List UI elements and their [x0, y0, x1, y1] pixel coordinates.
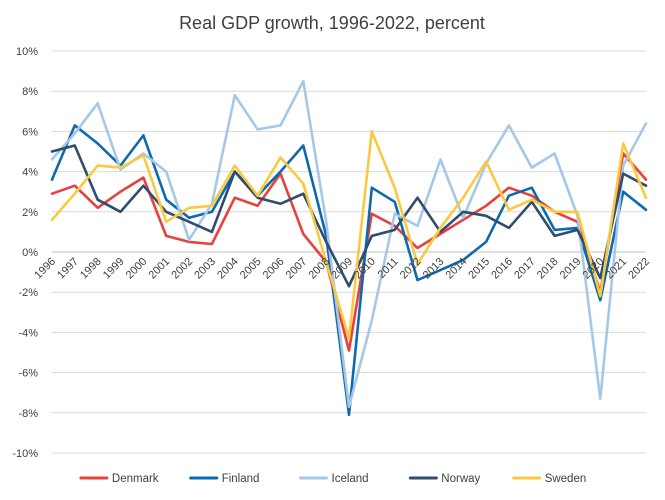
legend-label-finland: Finland — [222, 473, 260, 485]
x-tick-label: 2000 — [124, 256, 150, 282]
chart-title: Real GDP growth, 1996-2022, percent — [179, 13, 485, 33]
x-tick-label: 1999 — [101, 256, 127, 282]
x-tick-label: 1996 — [32, 256, 58, 282]
legend-label-denmark: Denmark — [112, 473, 159, 485]
x-tick-label: 2021 — [603, 256, 629, 282]
y-axis-ticks: -10% -8% -6% -4% -2% 0% 2% 4% 6% 8% 10% — [12, 46, 38, 460]
y-tick-label: 4% — [22, 167, 38, 179]
series-line-sweden — [50, 130, 648, 340]
y-tick-label: 10% — [16, 46, 38, 58]
x-tick-label: 2018 — [535, 256, 561, 282]
x-tick-label: 2007 — [284, 256, 310, 282]
x-tick-label: 2019 — [558, 256, 584, 282]
x-tick-label: 1997 — [55, 256, 81, 282]
x-tick-label: 2017 — [512, 256, 538, 282]
x-tick-label: 2006 — [261, 256, 287, 282]
legend: Denmark Finland Iceland Norway Sweden — [79, 473, 587, 485]
x-tick-label: 2010 — [352, 256, 378, 282]
x-tick-label: 1998 — [78, 256, 104, 282]
x-axis-ticks: 1996199719981999200020012002200320042005… — [32, 256, 652, 282]
x-tick-label: 2015 — [466, 256, 492, 282]
y-tick-label: 0% — [22, 247, 38, 259]
x-tick-label: 2022 — [626, 256, 652, 282]
y-tick-label: -6% — [18, 368, 38, 380]
x-tick-label: 2001 — [147, 256, 173, 282]
legend-label-iceland: Iceland — [332, 473, 369, 485]
legend-label-norway: Norway — [441, 473, 480, 485]
x-tick-label: 2003 — [192, 256, 218, 282]
y-tick-label: -8% — [18, 408, 38, 420]
gridlines — [52, 50, 646, 454]
x-tick-label: 2009 — [329, 256, 355, 282]
y-tick-label: 2% — [22, 207, 38, 219]
legend-label-sweden: Sweden — [545, 473, 587, 485]
y-tick-label: -10% — [12, 448, 38, 460]
series-lines — [50, 79, 648, 417]
x-tick-label: 2016 — [489, 256, 515, 282]
series-line-finland — [50, 124, 648, 417]
series-line-norway — [50, 144, 648, 288]
x-tick-label: 2005 — [238, 256, 264, 282]
y-tick-label: -2% — [18, 287, 38, 299]
y-tick-label: 8% — [22, 86, 38, 98]
x-tick-label: 2004 — [215, 256, 241, 282]
x-tick-label: 2011 — [376, 256, 401, 281]
series-line-iceland — [50, 79, 648, 409]
x-tick-label: 2002 — [169, 256, 195, 282]
y-tick-label: -4% — [18, 327, 38, 339]
y-tick-label: 6% — [22, 126, 38, 138]
